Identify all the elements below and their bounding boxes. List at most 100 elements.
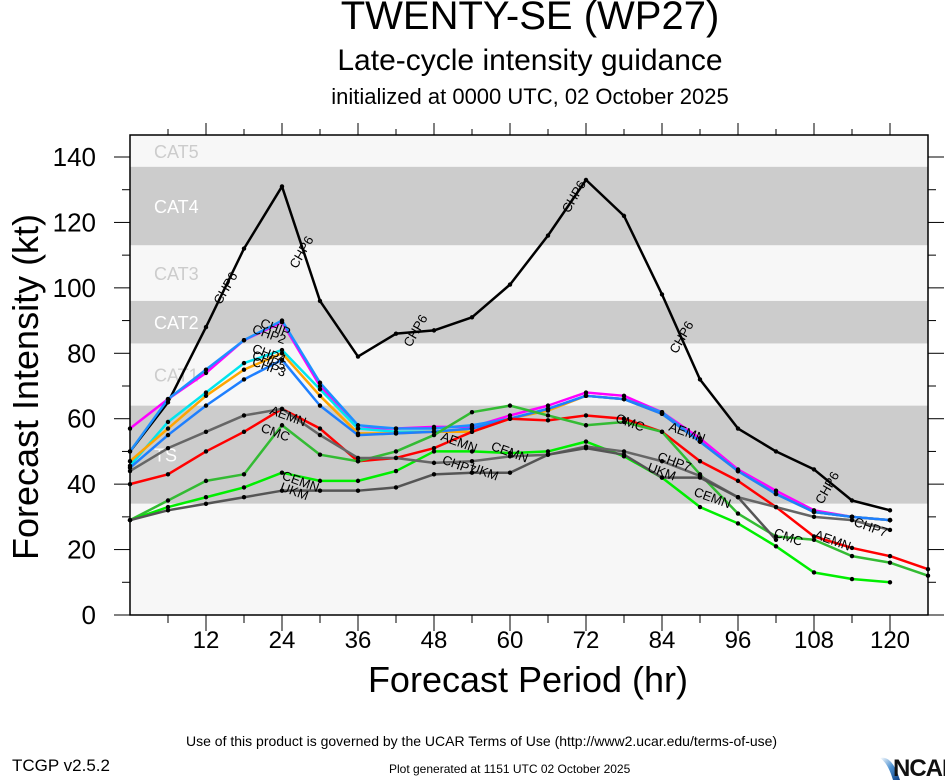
band-below-ts bbox=[130, 503, 928, 615]
data-point-chp2 bbox=[431, 426, 437, 431]
data-point-chp3 bbox=[355, 432, 361, 438]
terms-of-use-notice: Use of this product is governed by the U… bbox=[186, 733, 778, 749]
data-point-cemn bbox=[507, 450, 513, 456]
chart-title: TWENTY-SE (WP27) bbox=[340, 0, 720, 38]
y-tick-label: 100 bbox=[53, 273, 96, 303]
data-point-ukm bbox=[317, 488, 323, 493]
data-point-ukm bbox=[279, 488, 285, 493]
band-cat1 bbox=[130, 343, 928, 406]
data-point-cemn bbox=[583, 439, 589, 444]
data-point-aemn bbox=[317, 426, 323, 431]
data-point-chp6 bbox=[773, 449, 779, 454]
data-point-chp6 bbox=[431, 328, 437, 333]
data-point-ukm bbox=[355, 488, 361, 493]
data-point-cemn bbox=[469, 449, 475, 454]
data-point-cmc bbox=[165, 498, 171, 503]
data-point-chp6 bbox=[393, 331, 399, 336]
data-point-cmc bbox=[621, 419, 627, 425]
data-point-chp4 bbox=[165, 419, 171, 425]
y-tick-label: 0 bbox=[82, 600, 96, 630]
data-point-cmc bbox=[507, 403, 513, 408]
x-tick-label: 48 bbox=[421, 627, 448, 654]
series-points bbox=[127, 177, 931, 585]
data-point-chp4 bbox=[279, 347, 285, 353]
y-tick-label: 60 bbox=[67, 404, 96, 434]
data-point-chip bbox=[697, 436, 703, 441]
series-line-ukm bbox=[129, 446, 777, 541]
ncar-logo: NCAR bbox=[893, 755, 945, 782]
y-tick-label: 120 bbox=[53, 207, 96, 237]
data-point-chp4 bbox=[203, 390, 209, 395]
data-point-chp7 bbox=[507, 454, 513, 459]
data-point-cmc bbox=[241, 472, 247, 477]
band-label-ts: TS bbox=[154, 446, 177, 466]
data-point-aemn bbox=[203, 449, 209, 454]
data-point-chp2 bbox=[203, 367, 209, 372]
data-point-aemn bbox=[165, 472, 171, 477]
data-point-chp3 bbox=[431, 429, 437, 434]
data-point-cmc bbox=[203, 478, 209, 484]
init-time-line: initialized at 0000 UTC, 02 October 2025 bbox=[331, 84, 729, 109]
data-point-chp2 bbox=[355, 423, 361, 428]
data-point-chip bbox=[507, 413, 513, 418]
data-point-aemn bbox=[431, 445, 437, 451]
x-tick-label: 72 bbox=[573, 627, 600, 654]
data-point-chp2 bbox=[469, 423, 475, 428]
band-label-cat4: CAT4 bbox=[154, 197, 199, 217]
data-point-cmc bbox=[469, 409, 475, 415]
data-point-chp3 bbox=[393, 431, 399, 436]
series-line-cmc bbox=[129, 404, 929, 577]
data-point-chp7 bbox=[773, 504, 779, 510]
y-tick-label: 80 bbox=[67, 338, 96, 368]
x-tick-label: 36 bbox=[345, 627, 372, 654]
data-point-aemn bbox=[887, 553, 893, 559]
data-point-cemn bbox=[317, 478, 323, 484]
data-point-chip bbox=[621, 393, 627, 399]
data-point-chp3 bbox=[849, 514, 855, 520]
data-point-cmc bbox=[545, 413, 551, 418]
band-label-cat5: CAT5 bbox=[154, 142, 199, 162]
plot-generated-time: Plot generated at 1151 UTC 02 October 20… bbox=[389, 762, 631, 776]
data-point-cemn bbox=[697, 504, 703, 510]
data-point-ukm bbox=[165, 508, 171, 513]
data-point-chp7 bbox=[659, 459, 665, 464]
data-point-chp6 bbox=[355, 354, 361, 359]
data-point-aemn bbox=[735, 478, 741, 484]
data-point-aemn bbox=[545, 418, 551, 423]
data-point-chp7 bbox=[317, 432, 323, 438]
data-point-chp5 bbox=[203, 393, 209, 399]
data-point-cmc bbox=[735, 511, 741, 516]
data-point-chp5 bbox=[241, 367, 247, 372]
data-point-ukm bbox=[545, 452, 551, 457]
x-axis: 12 24 36 48 60 72 84 96 108 120 bbox=[167, 123, 910, 654]
data-point-cmc bbox=[279, 423, 285, 428]
data-point-chip bbox=[545, 403, 551, 408]
x-tick-label: 96 bbox=[725, 627, 752, 654]
x-tick-label: 84 bbox=[649, 627, 676, 654]
data-point-chp6 bbox=[811, 467, 817, 472]
data-point-chp7 bbox=[811, 514, 817, 520]
data-point-chp6 bbox=[507, 282, 513, 287]
data-point-chp7 bbox=[849, 517, 855, 523]
data-point-chp3 bbox=[317, 403, 323, 408]
series-line-aemn bbox=[129, 407, 929, 571]
data-point-chp3 bbox=[659, 411, 665, 417]
data-point-chp5 bbox=[165, 426, 171, 431]
data-point-cemn bbox=[355, 478, 361, 484]
data-point-chip bbox=[317, 383, 323, 389]
data-point-chp7 bbox=[355, 455, 361, 461]
data-point-ukm bbox=[621, 452, 627, 457]
data-point-chp7 bbox=[241, 413, 247, 418]
data-point-cemn bbox=[887, 580, 893, 585]
data-point-ukm bbox=[393, 485, 399, 490]
data-point-cmc bbox=[317, 452, 323, 457]
data-point-chp6 bbox=[887, 508, 893, 513]
data-point-chp6 bbox=[317, 298, 323, 304]
data-point-chp7 bbox=[469, 459, 475, 464]
data-point-cmc bbox=[849, 553, 855, 559]
x-tick-label: 108 bbox=[794, 627, 834, 654]
x-tick-label: 120 bbox=[870, 627, 910, 654]
data-point-chp6 bbox=[203, 324, 209, 330]
y-tick-label: 140 bbox=[53, 142, 96, 172]
data-point-cmc bbox=[431, 432, 437, 438]
